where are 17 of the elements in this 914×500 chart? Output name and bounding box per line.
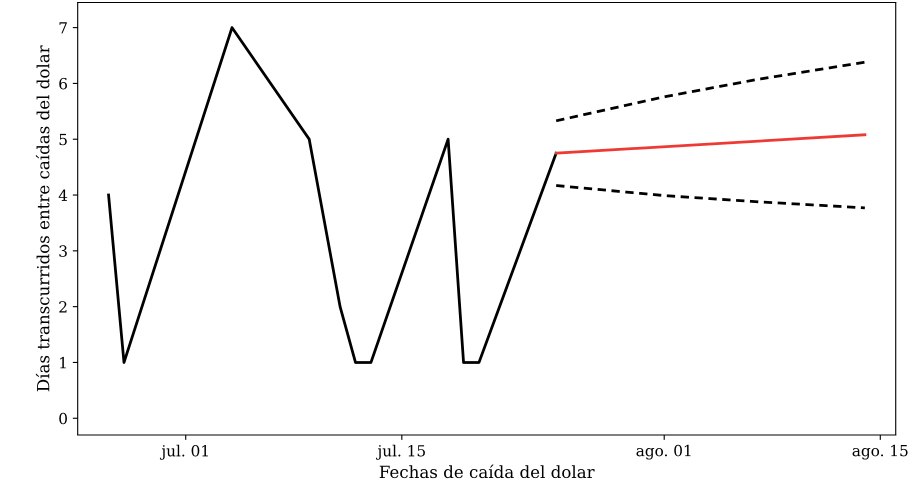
x-tick-label: jul. 01 (160, 444, 208, 460)
y-tick-label: 1 (60, 356, 66, 368)
y-axis-title: Días transcurridos entre caídas del dolar (36, 45, 50, 392)
y-tick-label: 0 (59, 412, 67, 424)
y-tick-label: 4 (58, 190, 68, 201)
line-series (554, 60, 866, 122)
x-axis-title: Fechas de caída del dolar (380, 464, 595, 478)
line-series (107, 26, 558, 364)
y-tick-label: 6 (59, 78, 68, 90)
y-tick-label: 7 (60, 22, 67, 34)
y-tick-label: 5 (60, 134, 67, 146)
y-tick-label: 2 (59, 301, 66, 312)
x-tick-label: ago. 15 (852, 444, 908, 460)
line-series (554, 184, 866, 210)
x-tick-label: ago. 01 (636, 444, 691, 460)
y-tick-label: 3 (59, 245, 67, 257)
x-tick-label: jul. 15 (376, 444, 425, 460)
